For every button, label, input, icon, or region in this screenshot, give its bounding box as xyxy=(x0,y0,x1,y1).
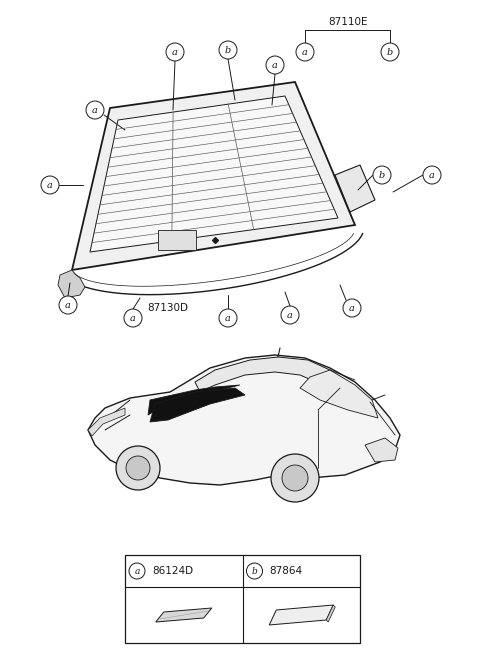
Text: a: a xyxy=(134,567,140,576)
Circle shape xyxy=(343,299,361,317)
Circle shape xyxy=(373,166,391,184)
Text: a: a xyxy=(349,304,355,313)
Text: a: a xyxy=(287,311,293,320)
Circle shape xyxy=(219,309,237,327)
Circle shape xyxy=(124,309,142,327)
Text: a: a xyxy=(172,48,178,57)
Text: a: a xyxy=(302,48,308,57)
Text: a: a xyxy=(272,61,278,70)
Bar xyxy=(158,230,196,250)
Text: b: b xyxy=(225,46,231,55)
Circle shape xyxy=(41,176,59,194)
Circle shape xyxy=(296,43,314,61)
Text: a: a xyxy=(92,106,98,115)
Text: 86124D: 86124D xyxy=(152,566,193,576)
Text: 87110E: 87110E xyxy=(328,17,368,27)
Polygon shape xyxy=(335,165,375,212)
Polygon shape xyxy=(300,370,378,418)
Polygon shape xyxy=(88,355,400,485)
Polygon shape xyxy=(365,438,398,462)
Circle shape xyxy=(281,306,299,324)
Text: b: b xyxy=(387,48,393,57)
Text: a: a xyxy=(130,314,136,323)
Polygon shape xyxy=(90,96,338,252)
Circle shape xyxy=(266,56,284,74)
Polygon shape xyxy=(148,385,240,415)
Text: a: a xyxy=(429,171,435,180)
Bar xyxy=(125,555,360,643)
Circle shape xyxy=(126,456,150,480)
Circle shape xyxy=(116,446,160,490)
Circle shape xyxy=(247,563,263,579)
Circle shape xyxy=(423,166,441,184)
Text: 87864: 87864 xyxy=(269,566,302,576)
Polygon shape xyxy=(88,408,125,436)
Circle shape xyxy=(166,43,184,61)
Polygon shape xyxy=(58,270,85,298)
Polygon shape xyxy=(156,608,212,622)
Circle shape xyxy=(86,101,104,119)
Circle shape xyxy=(271,454,319,502)
Polygon shape xyxy=(195,357,348,392)
Text: 87130D: 87130D xyxy=(147,303,189,313)
Text: a: a xyxy=(225,314,231,323)
Circle shape xyxy=(129,563,145,579)
Text: b: b xyxy=(252,567,257,576)
Circle shape xyxy=(219,41,237,59)
Polygon shape xyxy=(269,605,333,625)
Polygon shape xyxy=(72,82,355,270)
Circle shape xyxy=(59,296,77,314)
Text: a: a xyxy=(47,181,53,190)
Circle shape xyxy=(282,465,308,491)
Text: a: a xyxy=(65,301,71,310)
Circle shape xyxy=(381,43,399,61)
Text: b: b xyxy=(379,171,385,180)
Polygon shape xyxy=(326,605,335,622)
Polygon shape xyxy=(150,388,245,422)
